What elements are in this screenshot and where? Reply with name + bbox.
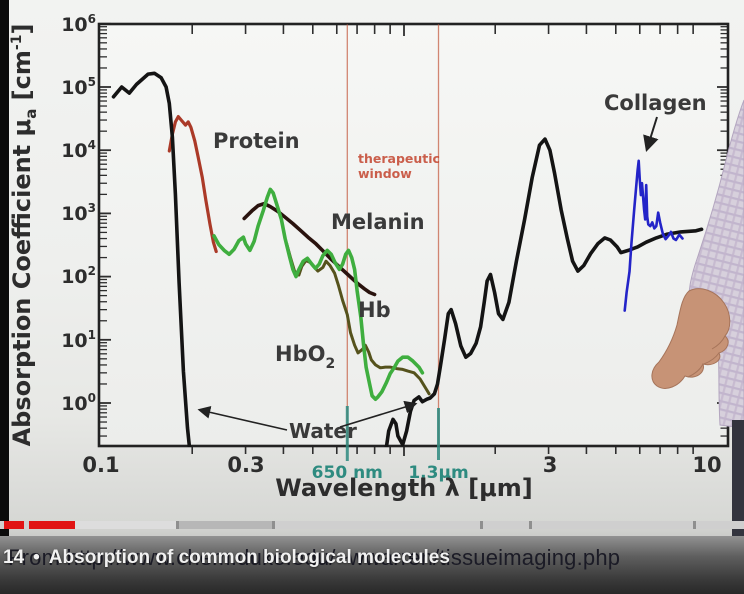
y-tick-1e4: 104 — [61, 138, 96, 162]
chapter-gap — [693, 521, 696, 529]
video-progress-bar[interactable] — [0, 521, 744, 529]
x-axis-title: Wavelength λ [μm] — [275, 474, 533, 502]
hbo2-label: HbO2 — [275, 342, 335, 372]
shirt-sleeve — [688, 99, 744, 429]
x-tick-0p3: 0.3 — [227, 453, 264, 477]
video-edge-bar — [0, 0, 9, 594]
y-axis-title: Absorption Coefficient μa [cm-1] — [8, 24, 40, 447]
absorption-chart: 650 nm 1.3μm 0.1 0.3 3 10 106 105 104 10… — [8, 12, 744, 536]
progress-played — [29, 521, 75, 529]
hbo2-curve — [212, 187, 425, 402]
x-tick-0p1: 0.1 — [82, 453, 119, 477]
y-tick-1e3: 103 — [61, 201, 96, 225]
marker-1300nm-label: 1.3μm — [408, 463, 468, 483]
progress-played — [4, 521, 24, 529]
protein-label: Protein — [213, 129, 300, 153]
y-tick-1e1: 101 — [61, 328, 96, 352]
therapeutic-window-label-line1: therapeutic — [358, 151, 440, 166]
water-right-arrow — [339, 400, 418, 428]
x-tick-10: 10 — [692, 453, 721, 477]
chapter-gap — [272, 521, 275, 529]
video-caption-text: 14 • Absorption of common biological mol… — [3, 547, 450, 569]
hb-label: Hb — [358, 298, 391, 322]
presenter-hand — [651, 288, 731, 389]
chapter-gap — [480, 521, 483, 529]
finger-crease — [703, 352, 720, 365]
y-tick-1e0: 100 — [61, 391, 96, 415]
progress-buffered — [75, 521, 178, 529]
chapter-gap — [529, 521, 532, 529]
water-left-arrow — [197, 406, 288, 431]
caption-title: Absorption of common biological molecule… — [48, 547, 450, 568]
y-tick-1e2: 102 — [61, 264, 96, 288]
therapeutic-window-label-line2: window — [358, 166, 412, 181]
presenter-body-edge — [732, 420, 744, 536]
marker-650nm-label: 650 nm — [312, 463, 383, 483]
water-label: Water — [289, 419, 357, 443]
curves-group — [111, 71, 704, 447]
water-curve — [111, 71, 704, 447]
chapter-gap — [176, 521, 179, 529]
melanin-label: Melanin — [331, 210, 425, 234]
collagen-arrow — [643, 116, 659, 153]
progress-segment-dim — [178, 521, 272, 529]
plot-area — [99, 24, 728, 446]
protein-curve — [167, 114, 218, 254]
y-tick-1e6: 106 — [61, 12, 96, 36]
progress-track[interactable] — [0, 521, 744, 529]
finger-crease — [711, 335, 726, 350]
video-caption-bar: From http://www.chem.duke.edu/~wwarren/t… — [0, 536, 744, 594]
slide-number: 14 — [3, 547, 25, 568]
collagen-label: Collagen — [604, 91, 707, 115]
y-tick-1e5: 105 — [61, 75, 96, 99]
slide-source-text: From http://www.chem.duke.edu/~wwarren/t… — [8, 545, 621, 570]
caption-bullet: • — [33, 547, 40, 568]
x-tick-3: 3 — [543, 453, 558, 477]
presenter-arm — [651, 99, 744, 536]
collagen-curve — [623, 159, 684, 312]
finger-crease — [687, 363, 704, 378]
